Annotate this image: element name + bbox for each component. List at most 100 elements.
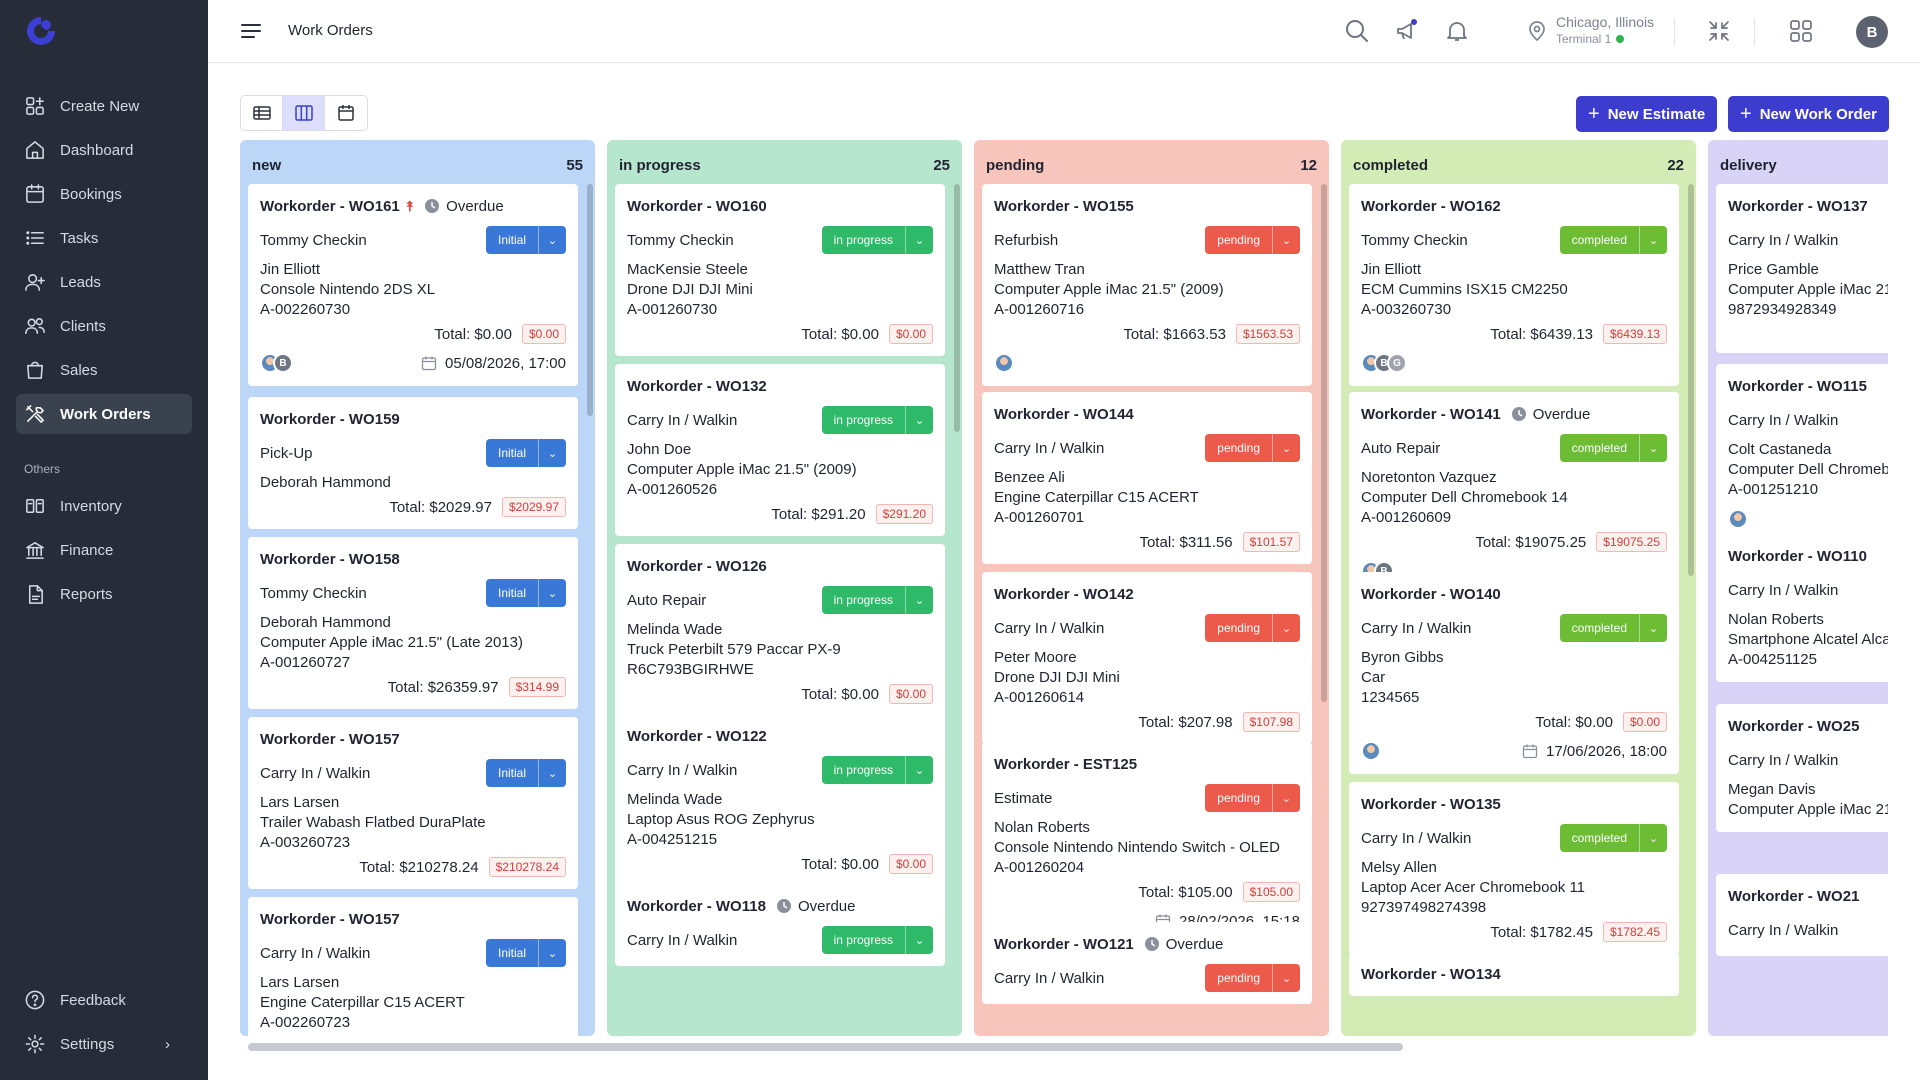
column-scrollbar[interactable] [954,184,960,432]
sidebar-item-work-orders[interactable]: Work Orders [16,394,192,434]
calendar-view-button[interactable] [325,96,367,130]
work-order-card[interactable]: Workorder - WO161 ⯭ Overdue Tommy Checkin In… [248,184,578,386]
sidebar-item-settings[interactable]: Settings › [16,1024,192,1064]
work-order-card[interactable]: Workorder - WO158 Tommy Checkin Initial ⌄ De… [248,537,578,709]
status-dropdown[interactable]: in progress ⌄ [821,406,933,434]
chevron-down-icon[interactable]: ⌄ [538,759,566,787]
work-order-card[interactable]: Workorder - WO110 Carry In / Walkin Nolan … [1716,534,1888,682]
sidebar-item-dashboard[interactable]: Dashboard [16,130,192,170]
chevron-down-icon[interactable]: ⌄ [905,756,933,784]
table-view-button[interactable] [241,96,283,130]
sidebar-item-tasks[interactable]: Tasks [16,218,192,258]
status-dropdown[interactable]: in progress ⌄ [821,926,933,954]
chevron-down-icon[interactable]: ⌄ [1639,614,1667,642]
status-dropdown[interactable]: Initial ⌄ [485,579,566,607]
chevron-down-icon[interactable]: ⌄ [905,586,933,614]
status-dropdown[interactable]: in progress ⌄ [821,756,933,784]
sidebar-item-reports[interactable]: Reports [16,574,192,614]
location-selector[interactable]: Chicago, Illinois Terminal 1 [1526,14,1654,46]
work-order-card[interactable]: Workorder - WO121 Overdue Carry In / Walki… [982,922,1312,1004]
chevron-down-icon[interactable]: ⌄ [538,579,566,607]
user-avatar[interactable]: B [1856,16,1888,48]
chevron-down-icon[interactable]: ⌄ [1272,434,1300,462]
work-order-card[interactable]: Workorder - WO135 Carry In / Walkin comple… [1349,782,1679,954]
status-dropdown[interactable]: completed ⌄ [1559,614,1667,642]
sidebar-item-leads[interactable]: Leads [16,262,192,302]
megaphone-icon[interactable] [1394,18,1420,44]
card-detail-line: Jin Elliott [260,261,321,278]
kanban-view-button[interactable] [283,96,325,130]
card-detail-line: A-001260204 [994,859,1085,876]
chevron-down-icon[interactable]: ⌄ [1272,614,1300,642]
horizontal-scrollbar-thumb[interactable] [248,1043,1403,1051]
column-scrollbar[interactable] [1688,184,1694,576]
sidebar-item-clients[interactable]: Clients [16,306,192,346]
chevron-down-icon[interactable]: ⌄ [905,926,933,954]
overdue-label: Overdue [797,897,856,915]
work-order-card[interactable]: Workorder - WO140 Carry In / Walkin comple… [1349,572,1679,774]
horizontal-scrollbar[interactable] [240,1043,1888,1051]
work-order-card[interactable]: Workorder - WO160 Tommy Checkin in progres… [615,184,945,356]
work-order-card[interactable]: Workorder - WO134 [1349,952,1679,996]
chevron-down-icon[interactable]: ⌄ [1639,434,1667,462]
work-order-card[interactable]: Workorder - WO126 Auto Repair in progress ⌄… [615,544,945,746]
chevron-down-icon[interactable]: ⌄ [905,226,933,254]
work-order-card[interactable]: Workorder - WO25 Carry In / Walkin Megan D… [1716,704,1888,832]
chevron-down-icon[interactable]: ⌄ [1639,824,1667,852]
chevron-down-icon[interactable]: ⌄ [1272,226,1300,254]
chevron-down-icon[interactable]: ⌄ [538,226,566,254]
status-dropdown[interactable]: Initial ⌄ [485,226,566,254]
status-dropdown[interactable]: in progress ⌄ [821,226,933,254]
work-order-card[interactable]: Workorder - WO142 Carry In / Walkin pendin… [982,572,1312,744]
status-dropdown[interactable]: Initial ⌄ [485,759,566,787]
sidebar-item-bookings[interactable]: Bookings [16,174,192,214]
menu-icon[interactable] [240,20,262,42]
work-order-card[interactable]: Workorder - WO21 Carry In / Walkin [1716,874,1888,956]
app-logo-icon[interactable] [24,14,58,48]
order-type: Refurbish [994,231,1059,249]
work-order-card[interactable]: Workorder - EST125 Estimate pending ⌄ Nolan … [982,742,1312,944]
chevron-down-icon[interactable]: ⌄ [1272,964,1300,992]
chevron-down-icon[interactable]: ⌄ [905,406,933,434]
collapse-icon[interactable] [1706,18,1732,44]
status-dropdown[interactable]: pending ⌄ [1205,614,1300,642]
sidebar-item-finance[interactable]: Finance [16,530,192,570]
chevron-down-icon[interactable]: ⌄ [538,439,566,467]
apps-grid-icon[interactable] [1788,18,1814,44]
status-dropdown[interactable]: Initial ⌄ [485,439,566,467]
bell-icon[interactable] [1444,18,1470,44]
work-order-card[interactable]: Workorder - WO155 Refurbish pending ⌄ Matthe… [982,184,1312,386]
column-scrollbar[interactable] [1321,184,1327,702]
work-order-card[interactable]: Workorder - WO122 Carry In / Walkin in pro… [615,714,945,916]
status-dropdown[interactable]: pending ⌄ [1205,964,1300,992]
work-order-card[interactable]: Workorder - WO141 Overdue Auto Repair compl… [1349,392,1679,594]
new-estimate-button[interactable]: + New Estimate [1576,96,1718,132]
new-work-order-button[interactable]: + New Work Order [1728,96,1889,132]
work-order-card[interactable]: Workorder - WO132 Carry In / Walkin in pro… [615,364,945,536]
chevron-down-icon[interactable]: ⌄ [1272,784,1300,812]
work-order-card[interactable]: Workorder - WO157 Carry In / Walkin Initia… [248,717,578,889]
chevron-down-icon[interactable]: ⌄ [1639,226,1667,254]
status-dropdown[interactable]: completed ⌄ [1559,824,1667,852]
status-dropdown[interactable]: pending ⌄ [1205,226,1300,254]
sidebar-item-feedback[interactable]: Feedback [16,980,192,1020]
sidebar-item-sales[interactable]: Sales [16,350,192,390]
status-dropdown[interactable]: pending ⌄ [1205,784,1300,812]
search-icon[interactable] [1344,18,1370,44]
work-order-card[interactable]: Workorder - WO162 Tommy Checkin completed ⌄… [1349,184,1679,386]
sidebar-item-create-new[interactable]: Create New [16,86,192,126]
work-order-card[interactable]: Workorder - WO115 Carry In / Walkin Colt C… [1716,364,1888,542]
status-dropdown[interactable]: completed ⌄ [1559,434,1667,462]
chevron-down-icon[interactable]: ⌄ [538,939,566,967]
work-order-card[interactable]: Workorder - WO159 Pick-Up Initial ⌄ Deborah … [248,397,578,529]
work-order-card[interactable]: Workorder - WO137 Carry In / Walkin Price … [1716,184,1888,353]
status-dropdown[interactable]: Initial ⌄ [485,939,566,967]
status-dropdown[interactable]: in progress ⌄ [821,586,933,614]
work-order-card[interactable]: Workorder - WO144 Carry In / Walkin pendin… [982,392,1312,564]
status-dropdown[interactable]: pending ⌄ [1205,434,1300,462]
work-order-card[interactable]: Workorder - WO157 Carry In / Walkin Initia… [248,897,578,1036]
column-scrollbar[interactable] [587,184,593,416]
sidebar-item-inventory[interactable]: Inventory [16,486,192,526]
work-order-card[interactable]: Workorder - WO118 Overdue Carry In / Walki… [615,884,945,966]
status-dropdown[interactable]: completed ⌄ [1559,226,1667,254]
